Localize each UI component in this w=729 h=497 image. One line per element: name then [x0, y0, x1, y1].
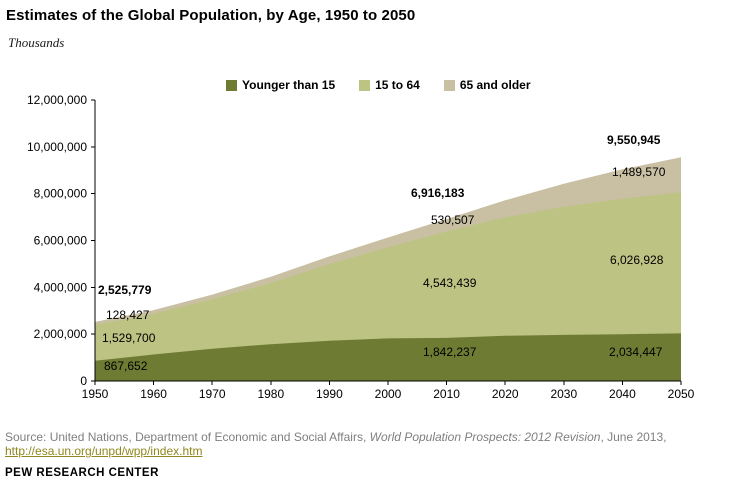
units-label: Thousands — [8, 35, 65, 50]
svg-text:1970: 1970 — [199, 387, 226, 401]
legend-label: 65 and older — [459, 78, 531, 92]
svg-text:12,000,000: 12,000,000 — [27, 93, 87, 107]
svg-text:2020: 2020 — [492, 387, 519, 401]
annotation-2050-younger-than-15: 2,034,447 — [609, 345, 663, 359]
svg-text:8,000,000: 8,000,000 — [34, 187, 88, 201]
source-prefix: Source: United Nations, Department of Ec… — [5, 430, 370, 444]
annotation-1950-15-to-64: 1,529,700 — [102, 331, 156, 345]
svg-text:2050: 2050 — [668, 387, 695, 401]
svg-text:1980: 1980 — [257, 387, 284, 401]
legend-swatch-15-to-64 — [359, 79, 371, 91]
legend-label: Younger than 15 — [242, 78, 336, 92]
annotation-2010-younger-than-15: 1,842,237 — [423, 345, 477, 359]
annotation-2050-65-and-older: 1,489,570 — [612, 165, 666, 179]
svg-text:1960: 1960 — [140, 387, 167, 401]
legend-swatch-younger-than-15 — [226, 79, 237, 91]
annotation-2050-15-to-64: 6,026,928 — [610, 253, 664, 267]
population-area-chart-canvas: 0 2,000,000 4,000,000 6,000,000 8,000,000 10,… — [27, 93, 695, 401]
annotation-2010-total: 6,916,183 — [411, 186, 465, 200]
svg-text:1990: 1990 — [316, 387, 343, 401]
svg-text:2,000,000: 2,000,000 — [34, 327, 88, 341]
legend-item-younger-than-15: Younger than 15 — [226, 78, 335, 92]
source-text: Source: United Nations, Department of Ec… — [5, 430, 723, 458]
pew-research-center-logo-text: PEW RESEARCH CENTER — [5, 467, 159, 479]
annotation-1950-total: 2,525,779 — [98, 283, 152, 297]
svg-text:2030: 2030 — [550, 387, 577, 401]
chart-legend: Younger than 15 15 to 64 65 and older — [226, 78, 531, 92]
source-italic-title: World Population Prospects: 2012 Revisio… — [369, 430, 601, 444]
svg-text:10,000,000: 10,000,000 — [27, 140, 87, 154]
annotation-2010-15-to-64: 4,543,439 — [423, 276, 477, 290]
source-suffix: , June 2013, — [600, 430, 667, 444]
svg-text:4,000,000: 4,000,000 — [34, 280, 88, 294]
svg-text:6,000,000: 6,000,000 — [34, 234, 88, 248]
legend-swatch-65-and-older — [443, 79, 455, 91]
annotation-2010-65-and-older: 530,507 — [431, 213, 475, 227]
svg-text:2010: 2010 — [433, 387, 460, 401]
legend-item-65-and-older: 65 and older — [443, 78, 531, 92]
svg-text:2000: 2000 — [375, 387, 402, 401]
annotation-1950-younger-than-15: 867,652 — [104, 359, 148, 373]
svg-text:1950: 1950 — [82, 387, 109, 401]
annotation-1950-65-and-older: 128,427 — [106, 308, 150, 322]
svg-text:2040: 2040 — [609, 387, 636, 401]
page-title: Estimates of the Global Population, by A… — [6, 7, 416, 24]
stacked-area-chart: 0 2,000,000 4,000,000 6,000,000 8,000,000 10,… — [0, 86, 710, 416]
legend-item-15-to-64: 15 to 64 — [359, 78, 420, 92]
annotation-2050-total: 9,550,945 — [607, 133, 661, 147]
svg-text:0: 0 — [80, 374, 87, 388]
legend-label: 15 to 64 — [375, 78, 420, 92]
source-link[interactable]: http://esa.un.org/unpd/wpp/index.htm — [5, 444, 203, 458]
